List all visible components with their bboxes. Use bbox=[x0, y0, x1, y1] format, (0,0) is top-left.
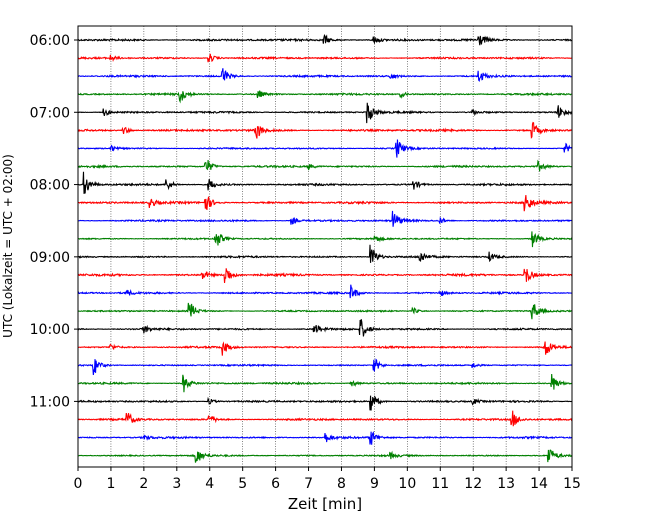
trace-1130 bbox=[77, 431, 573, 445]
trace-0730 bbox=[77, 139, 573, 158]
trace-1015 bbox=[77, 341, 573, 356]
trace-0800 bbox=[77, 171, 573, 194]
x-tick-label: 0 bbox=[74, 476, 83, 492]
plot-frame bbox=[77, 25, 573, 468]
trace-0600 bbox=[77, 33, 573, 46]
x-tick-label: 3 bbox=[172, 476, 181, 492]
y-tick-label: 09:00 bbox=[30, 250, 70, 266]
x-tick-label: 5 bbox=[238, 476, 247, 492]
trace-0845 bbox=[77, 231, 573, 248]
y-tick-label: 10:00 bbox=[30, 322, 70, 338]
y-tick-label: 11:00 bbox=[30, 394, 70, 410]
trace-0830 bbox=[77, 210, 573, 227]
x-tick-label: 8 bbox=[337, 476, 346, 492]
trace-0815 bbox=[77, 195, 573, 212]
y-axis-label: UTC (Lokalzeit = UTC + 02:00) bbox=[1, 154, 15, 338]
trace-1000 bbox=[77, 319, 573, 337]
trace-1100 bbox=[77, 395, 573, 411]
x-tick-label: 4 bbox=[205, 476, 214, 492]
x-tick-label: 12 bbox=[464, 476, 482, 492]
x-axis-label: Zeit [min] bbox=[288, 495, 362, 513]
x-tick-label: 2 bbox=[139, 476, 148, 492]
trace-0945 bbox=[77, 302, 573, 320]
trace-0915 bbox=[77, 268, 573, 284]
x-tick-label: 15 bbox=[563, 476, 581, 492]
trace-0645 bbox=[77, 90, 573, 104]
trace-0930 bbox=[77, 284, 573, 299]
x-tick-label: 9 bbox=[370, 476, 379, 492]
x-axis-ticks: 0 1 2 3 4 5 6 7 8 9 10 11 12 13 14 15 bbox=[74, 467, 581, 492]
seismic-traces bbox=[77, 33, 573, 463]
trace-0745 bbox=[77, 159, 573, 172]
x-tick-label: 6 bbox=[271, 476, 280, 492]
x-tick-label: 1 bbox=[106, 476, 115, 492]
y-tick-label: 08:00 bbox=[30, 178, 70, 194]
trace-0615 bbox=[77, 53, 573, 63]
trace-0630 bbox=[77, 68, 573, 83]
plot-area bbox=[78, 26, 572, 467]
x-tick-label: 10 bbox=[398, 476, 416, 492]
x-tick-label: 13 bbox=[497, 476, 515, 492]
x-tick-label: 7 bbox=[304, 476, 313, 492]
trace-1145 bbox=[77, 449, 573, 463]
minute-gridlines bbox=[110, 26, 540, 467]
y-axis-ticks: 06:00 07:00 08:00 09:00 10:00 11:00 bbox=[30, 33, 78, 410]
trace-0900 bbox=[77, 244, 573, 263]
y-tick-label: 06:00 bbox=[30, 33, 70, 49]
trace-1115 bbox=[77, 410, 573, 427]
trace-1030 bbox=[77, 358, 573, 376]
x-tick-label: 14 bbox=[530, 476, 548, 492]
x-tick-label: 11 bbox=[431, 476, 449, 492]
trace-0715 bbox=[77, 121, 573, 139]
trace-0700 bbox=[77, 102, 573, 124]
y-tick-label: 07:00 bbox=[30, 105, 70, 121]
trace-1045 bbox=[77, 374, 573, 393]
